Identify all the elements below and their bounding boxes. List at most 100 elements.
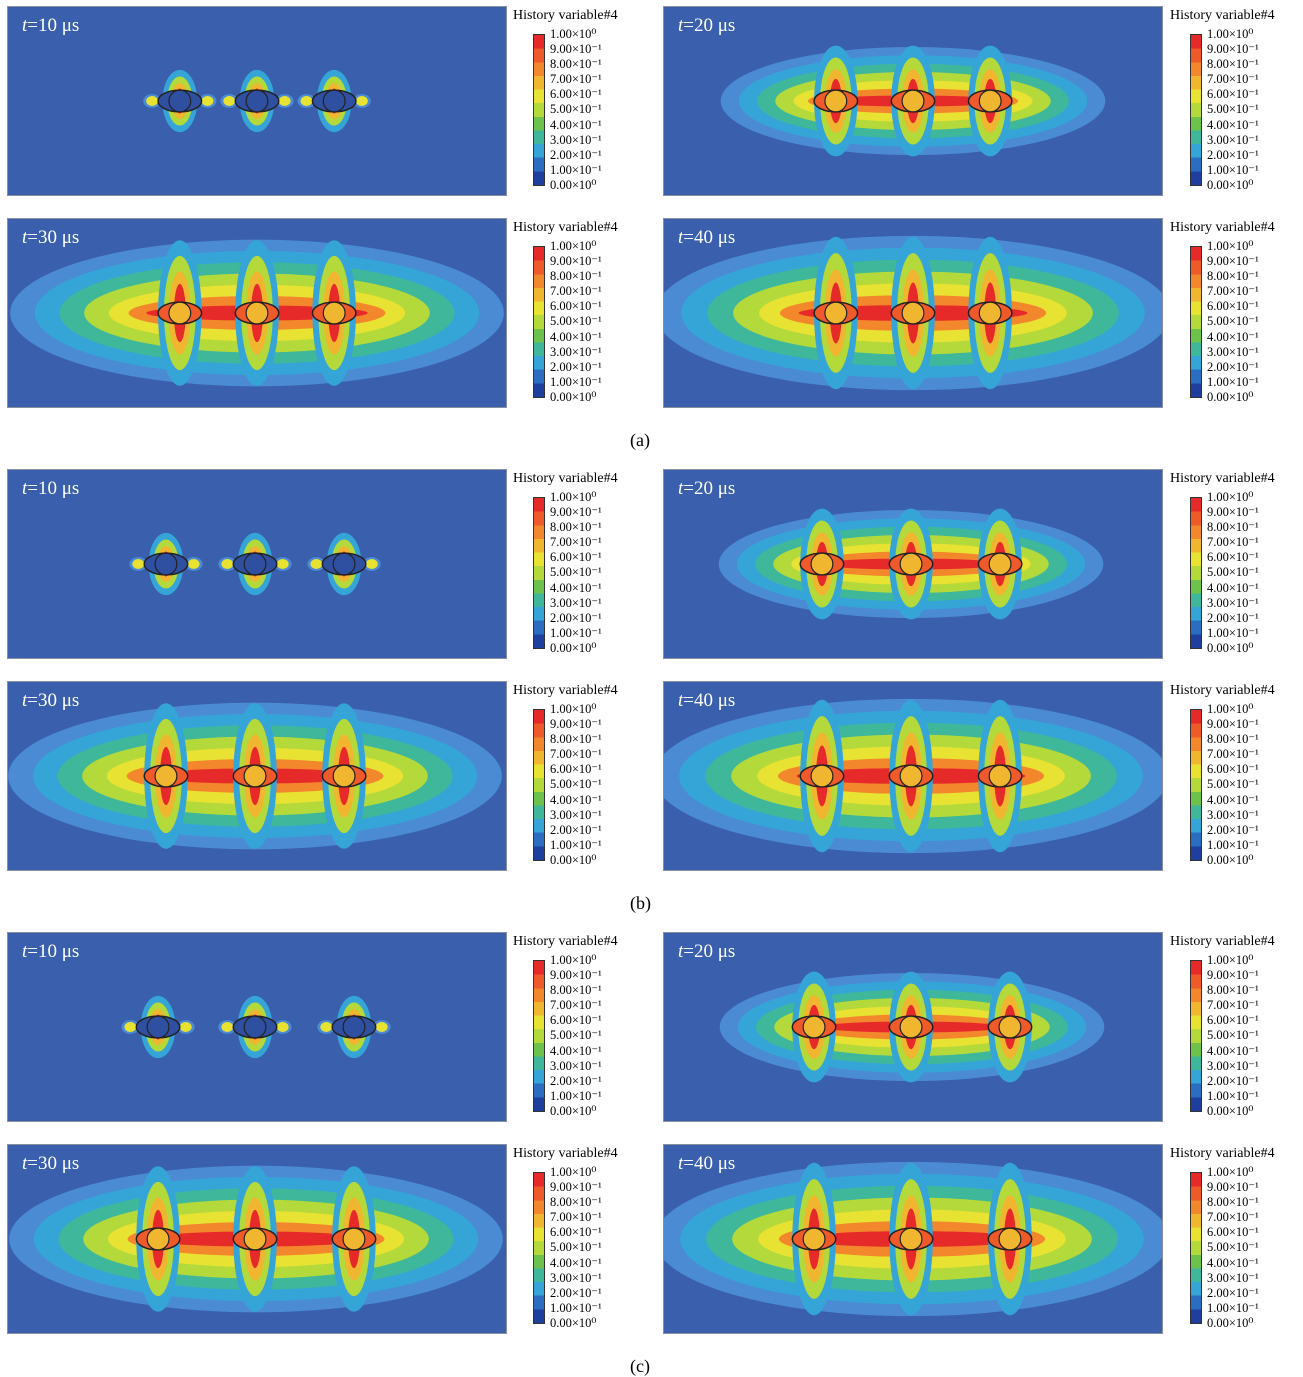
tick-label: 9.00×10⁻¹ [1207,42,1259,57]
tick-label: 9.00×10⁻¹ [1207,717,1259,732]
time-label: t=10 μs [22,478,79,500]
tick-label: 1.00×10⁻¹ [1207,374,1259,389]
time-label: t=40 μs [678,690,735,712]
tick-label: 9.00×10⁻¹ [550,42,602,57]
tick-label: 6.00×10⁻¹ [1207,1013,1259,1028]
tick-label: 8.00×10⁻¹ [550,269,602,284]
legend-title: History variable#4 [1170,471,1275,486]
tick-label: 7.00×10⁻¹ [550,747,602,762]
tick-label: 6.00×10⁻¹ [1207,1225,1259,1240]
time-symbol: t [22,690,28,711]
time-label: t=20 μs [678,941,735,963]
contour-panel: t=10 μs [7,932,507,1122]
tick-label: 3.00×10⁻¹ [550,1058,602,1073]
contour-panel: t=20 μs [663,932,1163,1122]
tick-label: 3.00×10⁻¹ [550,807,602,822]
tick-label: 0.00×10⁰ [550,640,597,655]
tick-label: 7.00×10⁻¹ [550,535,602,550]
subfigure-caption: (a) [630,430,650,450]
tick-label: 0.00×10⁰ [550,1103,597,1118]
time-value: =40 μs [683,1153,736,1174]
colorbar-legend: History variable#4 1.00×10⁰ 9.00×10⁻¹ 8.00×… [513,220,643,416]
time-symbol: t [22,227,28,248]
tick-label: 8.00×10⁻¹ [1207,269,1259,284]
tick-label: 4.00×10⁻¹ [1207,1043,1259,1058]
legend-title: History variable#4 [513,220,618,235]
tick-label: 1.00×10⁰ [550,27,597,41]
colorbar [1190,246,1202,398]
time-label: t=30 μs [22,690,79,712]
legend-title: History variable#4 [1170,8,1275,23]
tick-label: 4.00×10⁻¹ [1207,1255,1259,1270]
tick-label: 2.00×10⁻¹ [550,822,602,837]
tick-label: 1.00×10⁰ [1207,490,1254,504]
tick-label: 9.00×10⁻¹ [550,968,602,983]
tick-label: 5.00×10⁻¹ [550,565,602,580]
legend-title: History variable#4 [513,683,618,698]
tick-label: 2.00×10⁻¹ [1207,1073,1259,1088]
tick-label: 1.00×10⁰ [1207,239,1254,253]
contour-panel: t=40 μs [663,1144,1163,1334]
tick-label: 8.00×10⁻¹ [550,1195,602,1210]
tick-label: 1.00×10⁻¹ [1207,1088,1259,1103]
tick-label: 5.00×10⁻¹ [1207,1240,1259,1255]
legend-title: History variable#4 [1170,220,1275,235]
tick-label: 7.00×10⁻¹ [550,72,602,87]
contour-panel: t=10 μs [7,469,507,659]
colorbar [1190,34,1202,186]
tick-label: 9.00×10⁻¹ [550,1180,602,1195]
tick-label: 1.00×10⁰ [550,702,597,716]
time-value: =20 μs [683,15,736,36]
time-symbol: t [678,478,684,499]
tick-label: 0.00×10⁰ [550,389,597,404]
tick-label: 5.00×10⁻¹ [1207,102,1259,117]
colorbar-legend: History variable#4 1.00×10⁰ 9.00×10⁻¹ 8.00×… [513,1146,643,1342]
tick-label: 1.00×10⁻¹ [1207,162,1259,177]
colorbar-legend: History variable#4 1.00×10⁰ 9.00×10⁻¹ 8.00×… [1170,934,1300,1130]
time-value: =10 μs [27,941,80,962]
time-value: =30 μs [27,1153,80,1174]
colorbar [533,246,545,398]
tick-label: 2.00×10⁻¹ [550,610,602,625]
time-value: =20 μs [683,941,736,962]
colorbar [1190,960,1202,1112]
tick-label: 0.00×10⁰ [550,1315,597,1330]
tick-label: 8.00×10⁻¹ [550,57,602,72]
time-label: t=10 μs [22,941,79,963]
colorbar-ticks: 1.00×10⁰ 9.00×10⁻¹ 8.00×10⁻¹ 7.00×10⁻¹ 6.00×… [1207,1165,1259,1331]
tick-label: 2.00×10⁻¹ [550,1285,602,1300]
tick-label: 1.00×10⁻¹ [550,625,602,640]
tick-label: 4.00×10⁻¹ [550,117,602,132]
tick-label: 8.00×10⁻¹ [1207,983,1259,998]
time-label: t=40 μs [678,227,735,249]
tick-label: 8.00×10⁻¹ [550,732,602,747]
tick-label: 0.00×10⁰ [1207,852,1254,867]
tick-label: 7.00×10⁻¹ [550,284,602,299]
tick-label: 6.00×10⁻¹ [550,1013,602,1028]
tick-label: 6.00×10⁻¹ [550,762,602,777]
colorbar-legend: History variable#4 1.00×10⁰ 9.00×10⁻¹ 8.00×… [1170,471,1300,667]
tick-label: 1.00×10⁰ [550,953,597,967]
contour-panel: t=30 μs [7,681,507,871]
time-value: =10 μs [27,15,80,36]
tick-label: 8.00×10⁻¹ [1207,57,1259,72]
tick-label: 0.00×10⁰ [1207,389,1254,404]
tick-label: 1.00×10⁰ [1207,27,1254,41]
tick-label: 9.00×10⁻¹ [1207,1180,1259,1195]
time-value: =20 μs [683,478,736,499]
tick-label: 5.00×10⁻¹ [550,102,602,117]
tick-label: 7.00×10⁻¹ [550,998,602,1013]
tick-label: 7.00×10⁻¹ [1207,1210,1259,1225]
tick-label: 3.00×10⁻¹ [550,1270,602,1285]
tick-label: 5.00×10⁻¹ [550,777,602,792]
tick-label: 2.00×10⁻¹ [1207,610,1259,625]
tick-label: 4.00×10⁻¹ [550,329,602,344]
tick-label: 3.00×10⁻¹ [1207,132,1259,147]
tick-label: 1.00×10⁰ [550,490,597,504]
tick-label: 1.00×10⁻¹ [1207,625,1259,640]
time-value: =10 μs [27,478,80,499]
tick-label: 7.00×10⁻¹ [1207,284,1259,299]
time-symbol: t [678,227,684,248]
tick-label: 7.00×10⁻¹ [1207,747,1259,762]
legend-title: History variable#4 [1170,1146,1275,1161]
